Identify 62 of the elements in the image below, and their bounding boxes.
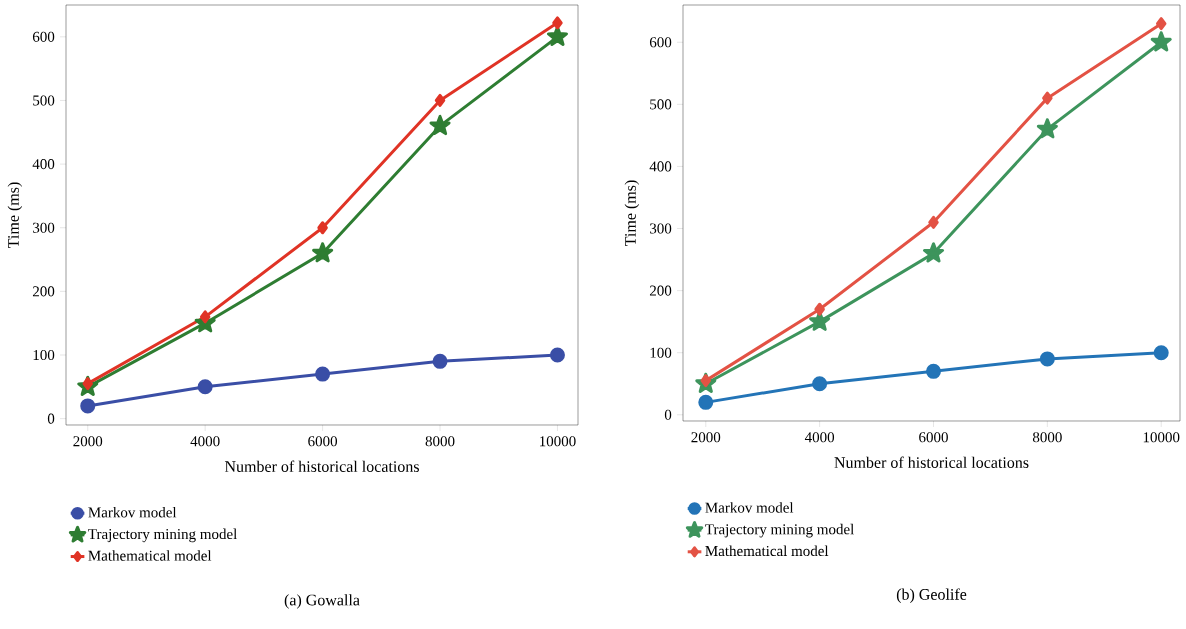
legend-label: Trajectory mining model [88,528,237,543]
y-tick-label: 0 [47,413,55,424]
x-tick-label: 4000 [190,436,220,447]
text: (a) Gowalla [284,594,360,609]
legend-label: Markov model [88,506,177,518]
y-tick-label: 600 [32,31,55,42]
text: (b) Geolife [896,588,967,604]
point [434,93,446,107]
x-tick-label: 2000 [73,436,103,447]
point [546,25,568,47]
x-tick-label: 4000 [804,432,835,443]
point [812,376,828,392]
y-tick-label: 100 [650,347,672,358]
point [317,221,328,235]
point [1150,31,1172,52]
x-tick-label: 8000 [425,436,455,447]
point [926,363,941,379]
y-axis-title: Time (ms) [624,180,640,246]
x-tick-label: 6000 [919,432,948,443]
point [552,16,563,30]
y-tick-label: 300 [33,222,55,233]
point [1036,118,1058,139]
point [928,215,939,229]
legend-label: Mathematical model [88,550,212,561]
legend-label: Trajectory mining model [705,523,854,538]
point [315,366,331,382]
y-tick-label: 500 [650,99,672,110]
y-tick-label: 600 [649,37,672,48]
y-axis-title: Time (ms) [7,182,23,248]
point [1153,345,1169,361]
point [312,242,334,263]
point [1155,17,1167,31]
point [82,377,93,391]
y-tick-label: 500 [33,95,55,106]
point [432,353,448,369]
x-axis-title: Number of historical locations [224,460,419,472]
point [80,398,96,414]
y-tick-label: 100 [33,349,55,361]
point [549,347,565,363]
y-tick-label: 400 [32,159,55,170]
y-tick-label: 400 [649,161,672,172]
point [814,302,825,316]
x-tick-label: 2000 [691,432,721,443]
x-axis-title: Number of historical locations [834,456,1029,468]
x-tick-label: 10000 [1143,432,1180,443]
point [698,394,714,410]
x-tick-label: 10000 [540,436,576,447]
legend-label: Mathematical model [705,545,829,557]
legend-label: Markov model [705,502,794,513]
y-tick-label: 0 [664,409,672,420]
x-tick-label: 8000 [1032,432,1062,443]
y-tick-label: 200 [32,286,55,297]
point [199,310,211,324]
point [429,114,451,136]
point [700,374,712,388]
point [922,242,945,263]
point [197,379,213,395]
y-tick-label: 300 [650,223,672,234]
y-tick-label: 200 [649,285,672,296]
point [1042,91,1053,105]
point [1039,351,1055,367]
x-tick-label: 6000 [308,436,338,447]
